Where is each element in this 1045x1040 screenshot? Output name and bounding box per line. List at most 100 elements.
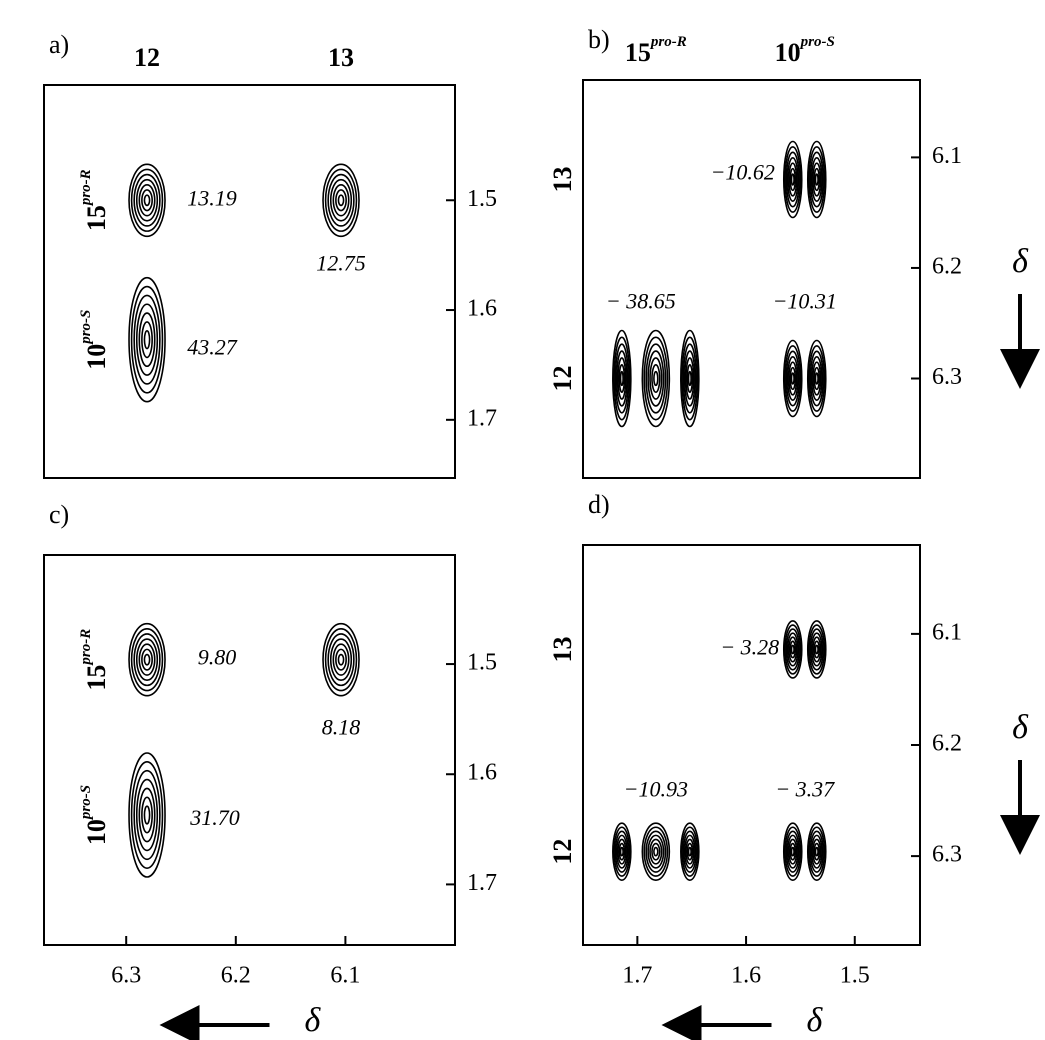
contour-ring [128, 276, 166, 403]
contour-ring [790, 846, 795, 857]
label-main: 13 [548, 636, 577, 662]
contour-ring [647, 350, 665, 407]
contour-ring [809, 628, 824, 671]
contour-ring [651, 363, 661, 394]
label-sup: pro-S [78, 310, 94, 346]
contour-ring [790, 372, 795, 385]
contour-ring [138, 643, 156, 676]
peak [128, 163, 166, 238]
contour-ring [681, 826, 699, 877]
contour-ring [337, 653, 345, 666]
contour-ring [789, 842, 797, 861]
contour-ring [613, 826, 631, 877]
category-label: 12 [134, 43, 160, 72]
contour-ring [806, 339, 827, 418]
contour-ring [135, 303, 159, 376]
contour-ring [135, 778, 159, 852]
label-main: 13 [328, 43, 354, 72]
data-label: −10.31 [773, 289, 837, 314]
data-label: 31.70 [189, 805, 240, 830]
contour-ring [683, 834, 696, 869]
category-label: 12 [548, 839, 577, 865]
contour-ring [612, 822, 632, 881]
peak [612, 329, 700, 428]
contour-ring [143, 330, 151, 350]
category-label: 10pro-S [78, 310, 111, 370]
contour-ring [329, 638, 353, 682]
contour-ring [617, 357, 627, 400]
label-sup: pro-R [649, 34, 687, 50]
contour-ring [814, 372, 819, 385]
contour-ring [681, 336, 699, 421]
contour-ring [128, 752, 166, 878]
x-tick-label: 6.3 [111, 963, 141, 989]
peak [322, 163, 360, 238]
contour-ring [614, 343, 630, 414]
contour-ring [143, 653, 151, 666]
contour-ring [138, 787, 156, 843]
label-main: 10 [775, 38, 801, 67]
label-sup: pro-R [78, 629, 94, 667]
panel-label: a) [49, 30, 69, 59]
x-tick-label: 1.5 [840, 963, 870, 989]
contour-ring [790, 644, 795, 655]
category-label: 15pro-R [78, 169, 111, 231]
data-label: −10.62 [711, 160, 775, 185]
contour-ring [808, 624, 826, 675]
contour-ring [322, 163, 360, 238]
label-main: 13 [548, 167, 577, 193]
contour-ring [613, 336, 631, 421]
contour-ring [810, 632, 823, 667]
contour-ring [617, 838, 627, 865]
contour-ring [141, 189, 153, 212]
contour-ring [788, 361, 798, 396]
contour-ring [785, 628, 800, 671]
contour-ring [788, 838, 798, 865]
contour-ring [812, 162, 822, 197]
contour-ring [329, 178, 353, 222]
contour-ring [133, 294, 161, 385]
contour-ring [806, 140, 827, 219]
panel-label: b) [588, 25, 610, 54]
category-label: 12 [548, 366, 577, 392]
contour-ring [682, 343, 698, 414]
contour-ring [335, 189, 347, 212]
contour-ring [332, 184, 350, 217]
plot-frame [582, 79, 921, 479]
contour-ring [135, 638, 159, 682]
category-label: 13 [548, 167, 577, 193]
contour-ring [615, 834, 628, 869]
plot-frame [582, 544, 921, 946]
y-tick-label: 1.6 [467, 296, 497, 322]
panel: a) 1.5 1.6 1.7 12 13 15pro-R 10pro-S 13.19 12.75 4… [43, 30, 497, 479]
label-main: 15 [625, 38, 651, 67]
label-main: 15 [82, 205, 111, 231]
contour-ring [785, 151, 800, 208]
contour-ring [130, 285, 164, 394]
contour-ring [645, 343, 667, 414]
peak [128, 622, 166, 697]
contour-ring [143, 194, 151, 207]
x-tick-label: 1.6 [731, 963, 761, 989]
contour-ring [809, 350, 824, 407]
y-tick-label: 1.7 [467, 405, 497, 431]
contour-ring [680, 822, 700, 881]
peak [782, 822, 827, 881]
contour-ring [810, 156, 823, 203]
contour-ring [782, 339, 803, 418]
contour-ring [138, 184, 156, 217]
panel: c) 1.5 1.6 1.7 6.3 6.2 6.1 15pro-R 10pro-S 9.80 8.… [43, 500, 497, 1040]
y-tick-label: 1.5 [467, 650, 497, 676]
contour-ring [814, 173, 819, 186]
contour-ring [687, 370, 692, 387]
contour-ring [332, 643, 350, 676]
data-label: 13.19 [187, 185, 237, 210]
contour-ring [649, 838, 663, 865]
peak [782, 620, 827, 679]
contour-ring [686, 363, 694, 394]
y-axis-label: δ [1012, 709, 1029, 746]
y-tick-label: 6.1 [932, 143, 962, 169]
contour-ring [327, 173, 355, 227]
contour-ring [814, 846, 819, 857]
data-label: 12.75 [316, 250, 366, 275]
